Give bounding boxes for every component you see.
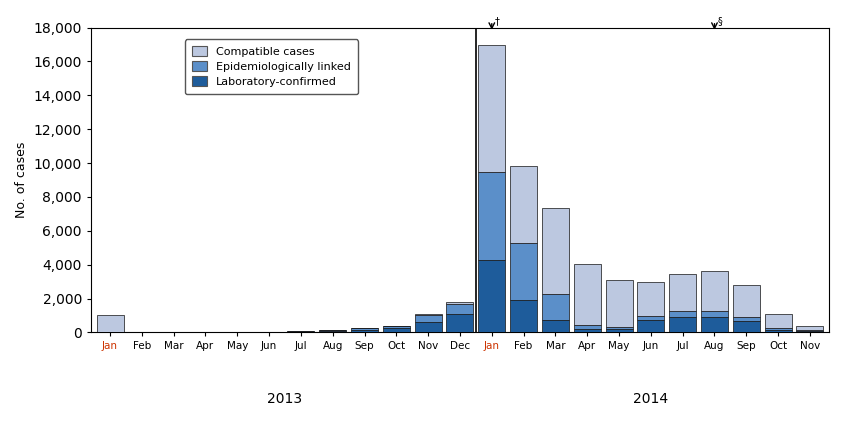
Bar bbox=[510, 300, 537, 332]
Bar bbox=[765, 328, 792, 330]
Bar bbox=[351, 328, 378, 330]
Bar bbox=[446, 314, 473, 332]
Bar bbox=[574, 325, 601, 329]
Y-axis label: No. of cases: No. of cases bbox=[15, 142, 28, 218]
Bar bbox=[510, 243, 537, 300]
Bar bbox=[414, 315, 441, 322]
Text: †: † bbox=[495, 16, 500, 26]
Bar bbox=[414, 314, 441, 315]
Bar bbox=[542, 320, 569, 332]
Bar bbox=[797, 326, 824, 330]
Bar bbox=[446, 304, 473, 314]
Bar bbox=[637, 316, 664, 320]
Bar bbox=[797, 330, 824, 332]
Bar bbox=[669, 274, 696, 311]
Bar bbox=[605, 327, 632, 329]
Bar bbox=[96, 315, 123, 332]
Bar bbox=[701, 271, 728, 311]
Bar bbox=[733, 321, 760, 332]
Bar bbox=[479, 172, 506, 260]
Bar bbox=[446, 302, 473, 304]
Text: 2013: 2013 bbox=[268, 392, 303, 406]
Bar bbox=[701, 317, 728, 332]
Bar bbox=[479, 260, 506, 332]
Bar bbox=[637, 320, 664, 332]
Bar bbox=[383, 326, 410, 328]
Text: §: § bbox=[717, 16, 722, 26]
Bar bbox=[733, 317, 760, 321]
Bar bbox=[542, 294, 569, 320]
Bar bbox=[414, 322, 441, 332]
Bar bbox=[669, 311, 696, 317]
Bar bbox=[288, 331, 315, 332]
Bar bbox=[765, 330, 792, 332]
Bar bbox=[574, 329, 601, 332]
Bar bbox=[319, 331, 346, 332]
Bar bbox=[542, 208, 569, 294]
Bar bbox=[637, 282, 664, 316]
Bar bbox=[319, 330, 346, 331]
Legend: Compatible cases, Epidemiologically linked, Laboratory-confirmed: Compatible cases, Epidemiologically link… bbox=[185, 39, 358, 94]
Bar bbox=[351, 330, 378, 332]
Bar bbox=[701, 311, 728, 317]
Bar bbox=[765, 314, 792, 328]
Bar bbox=[574, 264, 601, 325]
Bar bbox=[510, 166, 537, 243]
Bar bbox=[605, 280, 632, 327]
Bar bbox=[383, 328, 410, 332]
Bar bbox=[479, 45, 506, 172]
Bar bbox=[733, 285, 760, 317]
Bar bbox=[605, 329, 632, 332]
Text: 2014: 2014 bbox=[633, 392, 668, 406]
Bar bbox=[669, 317, 696, 332]
